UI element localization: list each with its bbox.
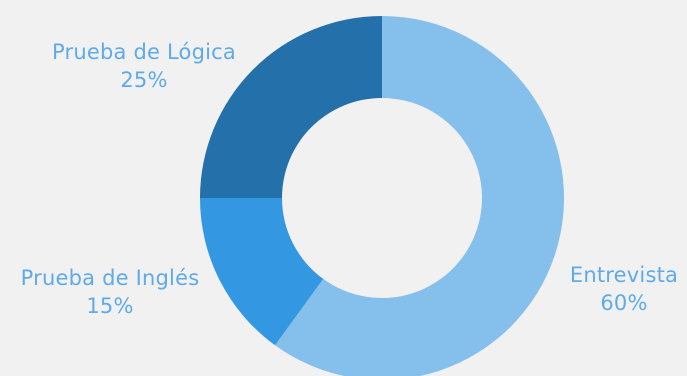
slice-name: Prueba de Inglés	[20, 266, 200, 290]
slice-name: Prueba de Lógica	[52, 40, 236, 64]
slice-percent: 25%	[120, 68, 168, 92]
slice-percent: 15%	[86, 294, 134, 318]
slice-prueba-de-ingles[interactable]	[200, 198, 324, 346]
slice-label-prueba-de-logica: Prueba de Lógica 25%	[44, 38, 244, 94]
slice-label-entrevista: Entrevista 60%	[554, 261, 687, 317]
slice-entrevista[interactable]	[275, 16, 564, 376]
slice-prueba-de-logica[interactable]	[200, 16, 382, 198]
slice-label-prueba-de-ingles: Prueba de Inglés 15%	[10, 264, 210, 320]
slice-percent: 60%	[600, 291, 648, 315]
slice-name: Entrevista	[569, 263, 679, 287]
